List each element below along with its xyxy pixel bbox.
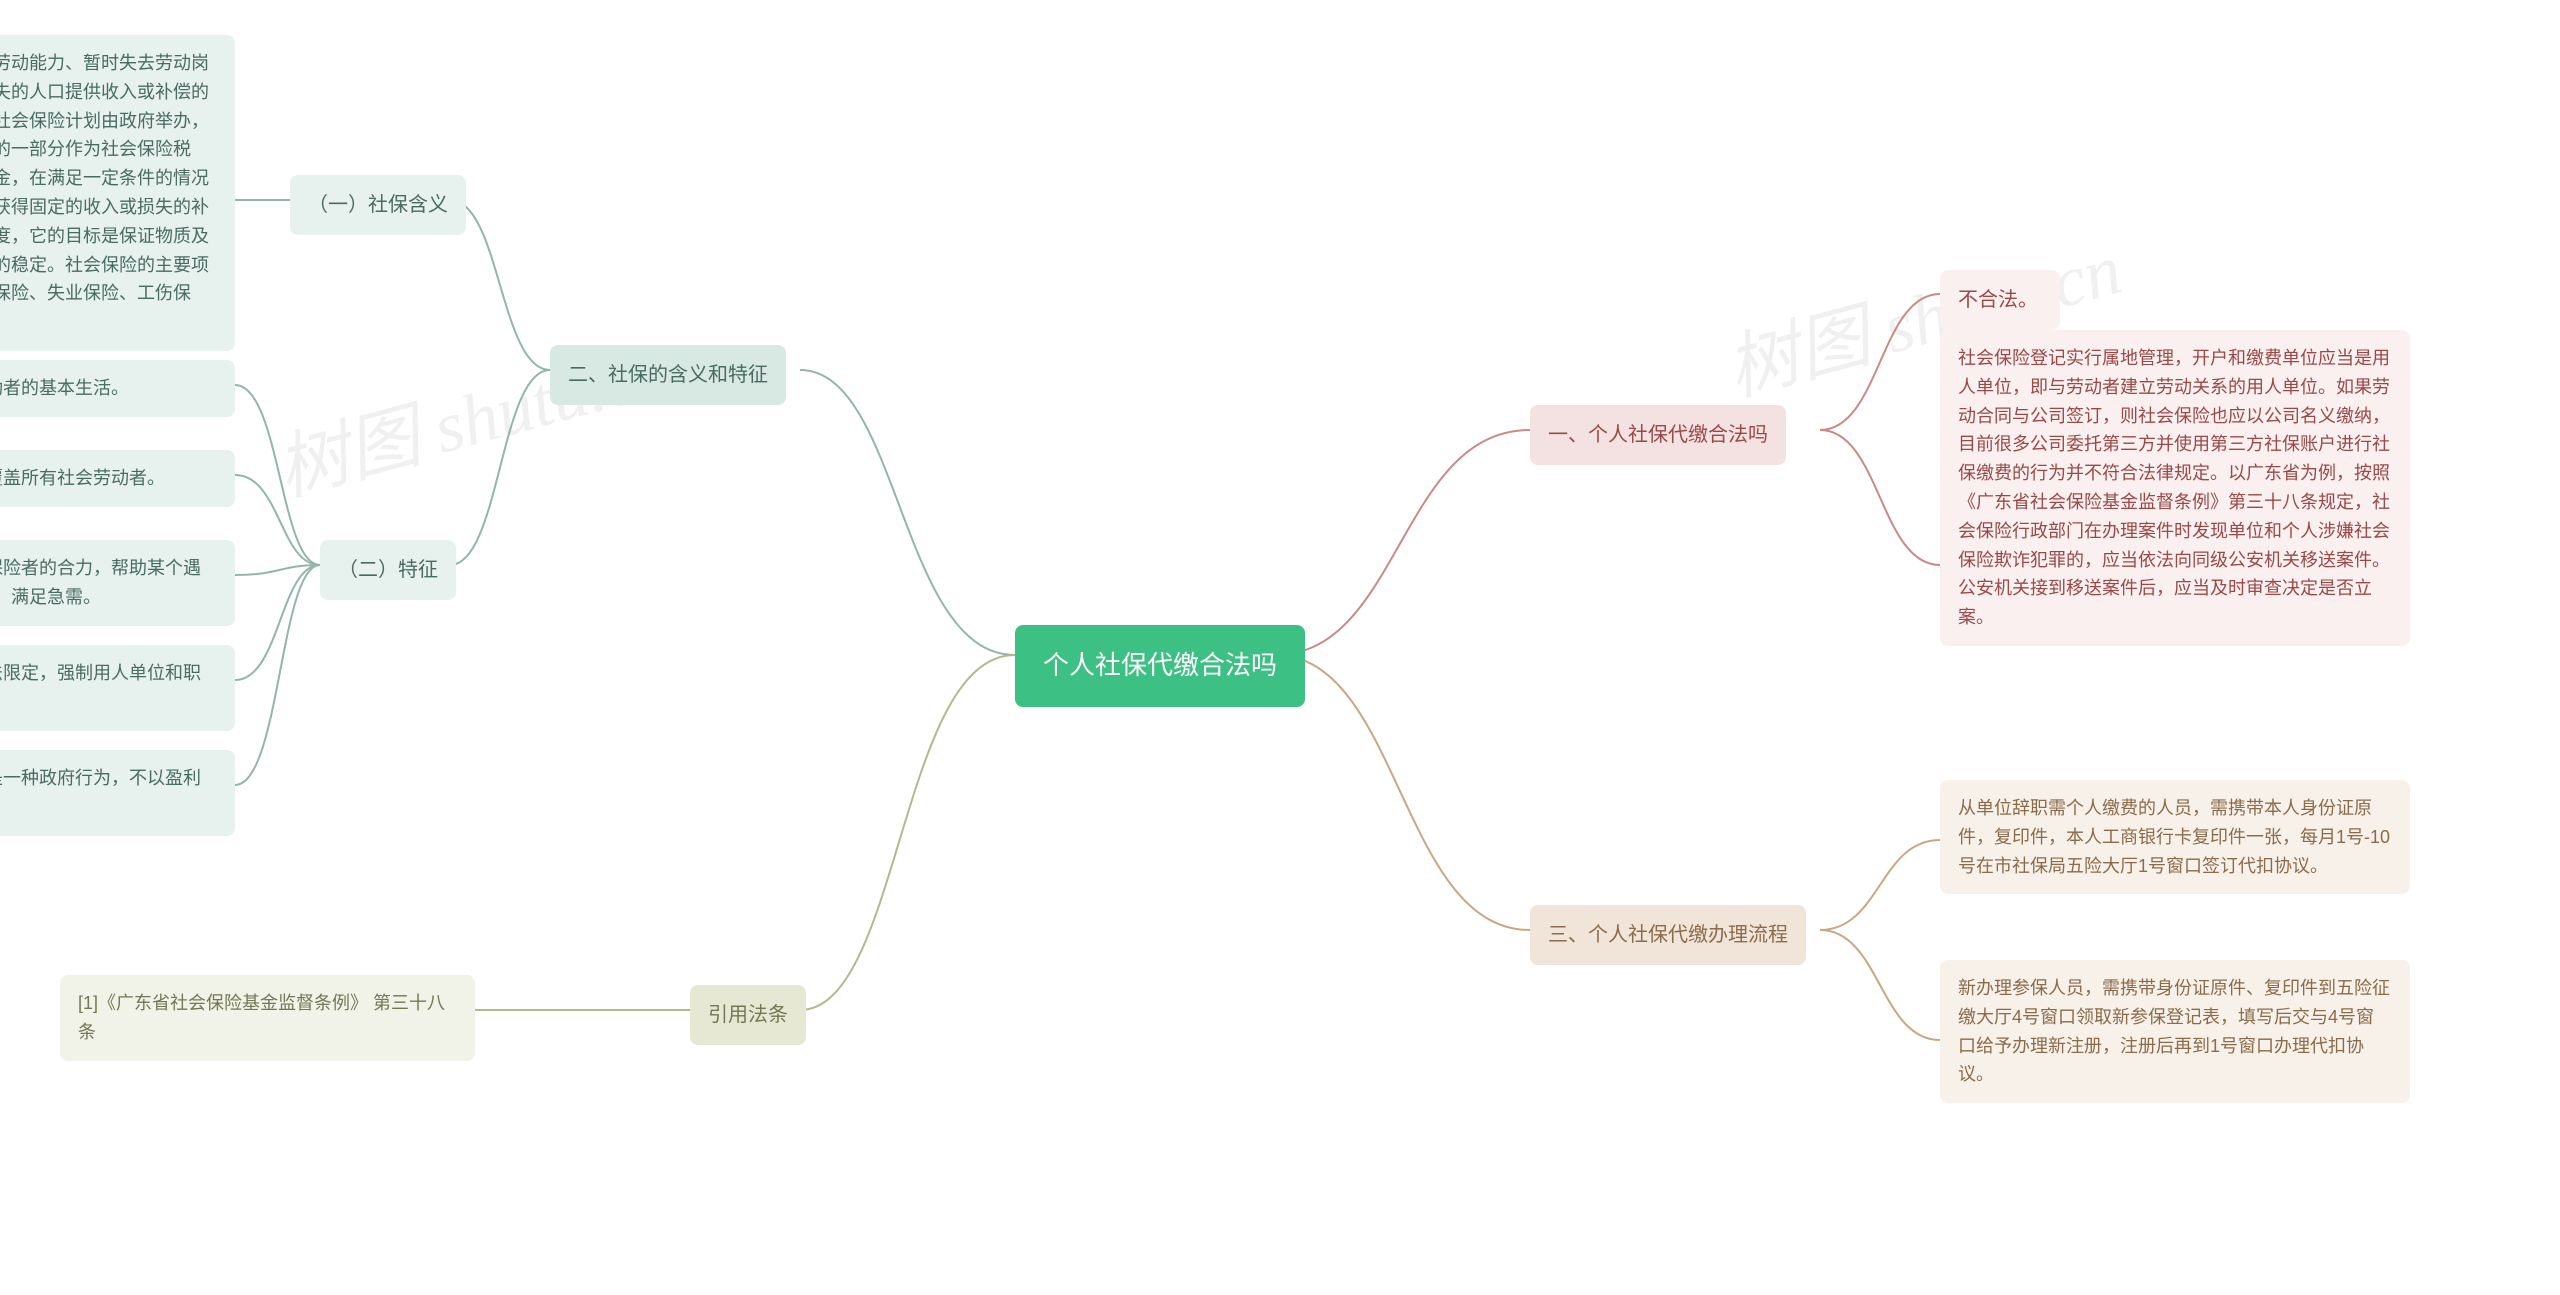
center-node[interactable]: 个人社保代缴合法吗 xyxy=(1015,625,1305,707)
branch-3-child-2: 新办理参保人员，需携带身份证原件、复印件到五险征缴大厅4号窗口领取新参保登记表，… xyxy=(1940,960,2410,1103)
branch-2[interactable]: 二、社保的含义和特征 xyxy=(550,345,786,405)
branch-2-child-1[interactable]: （一）社保含义 xyxy=(290,175,466,235)
feature-1: 1、保障性：指保障劳动者的基本生活。 xyxy=(0,360,235,417)
feature-5: 5、福利性：社会保险是一种政府行为，不以盈利为目的 xyxy=(0,750,235,836)
branch-2-child-2[interactable]: （二）特征 xyxy=(320,540,456,600)
branch-1[interactable]: 一、个人社保代缴合法吗 xyxy=(1530,405,1786,465)
branch-4-child-1: [1]《广东省社会保险基金监督条例》 第三十八条 xyxy=(60,975,475,1061)
feature-3: 3、互助性：利用参加保险者的合力，帮助某个遇到风险的人，互相互济，满足急需。 xyxy=(0,540,235,626)
branch-1-child-2: 社会保险登记实行属地管理，开户和缴费单位应当是用人单位，即与劳动者建立劳动关系的… xyxy=(1940,330,2410,646)
branch-2-child-1-detail: 社会保险是一种为丧失劳动能力、暂时失去劳动岗位或因健康原因造成损失的人口提供收入… xyxy=(0,35,235,351)
feature-4: 4、强制性：由国家立法限定，强制用人单位和职工参加。 xyxy=(0,645,235,731)
watermark-left: 树图 shutu.cn xyxy=(263,310,680,516)
branch-3[interactable]: 三、个人社保代缴办理流程 xyxy=(1530,905,1806,965)
branch-1-child-1: 不合法。 xyxy=(1940,270,2060,330)
feature-2: 2、普遍性：社会保险覆盖所有社会劳动者。 xyxy=(0,450,235,507)
branch-4[interactable]: 引用法条 xyxy=(690,985,806,1045)
branch-3-child-1: 从单位辞职需个人缴费的人员，需携带本人身份证原件，复印件，本人工商银行卡复印件一… xyxy=(1940,780,2410,894)
